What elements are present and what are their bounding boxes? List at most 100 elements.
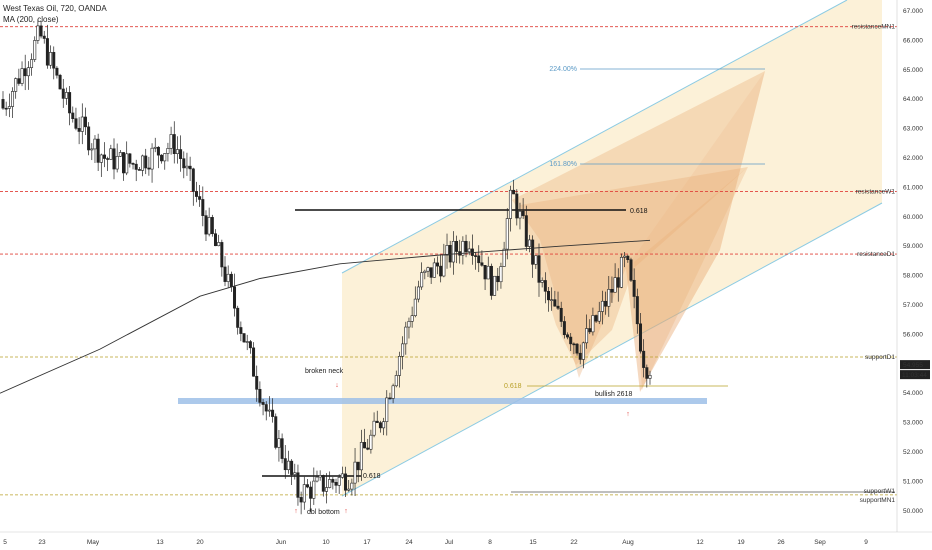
candle-body bbox=[226, 273, 230, 282]
candle-body bbox=[344, 473, 348, 491]
candle-body bbox=[432, 262, 436, 278]
ma-200-line bbox=[0, 239, 651, 394]
candle-body bbox=[74, 118, 78, 129]
candle-body bbox=[23, 68, 27, 77]
price-tags: 54.955 11:03:44 bbox=[900, 360, 930, 380]
price-tick-label: 57.000 bbox=[903, 302, 923, 309]
time-tick-label: Jul bbox=[445, 539, 454, 546]
candle-body bbox=[616, 277, 620, 288]
price-tick-label: 63.000 bbox=[903, 126, 923, 133]
price-tick-label: 61.000 bbox=[903, 184, 923, 191]
candle-body bbox=[496, 275, 500, 283]
harmonic-pattern-a bbox=[512, 71, 765, 378]
candle-body bbox=[166, 148, 170, 154]
candle-body bbox=[309, 486, 313, 499]
candle-body bbox=[233, 286, 237, 309]
candle-body bbox=[64, 92, 68, 99]
time-axis[interactable]: 5 23 May 13 20 Jun 10 17 24 Jul 8 15 22 Aug 12 19 26 Sep 9 bbox=[3, 539, 868, 546]
time-tick-label: 10 bbox=[322, 539, 330, 546]
candle-body bbox=[486, 265, 490, 280]
candle-body bbox=[77, 128, 81, 132]
candle-body bbox=[280, 438, 284, 459]
candle-body bbox=[575, 343, 579, 354]
candle-body bbox=[191, 168, 195, 192]
level-label: supportMN1 bbox=[860, 497, 896, 504]
candle-body bbox=[271, 409, 275, 417]
candle-body bbox=[198, 196, 202, 200]
candle-body bbox=[93, 138, 97, 150]
candle-body bbox=[397, 356, 401, 376]
candle-body bbox=[299, 497, 303, 503]
candle-body bbox=[242, 333, 246, 343]
candle-body bbox=[534, 255, 538, 265]
candle-body bbox=[125, 153, 129, 174]
candle-body bbox=[502, 248, 506, 267]
candle-body bbox=[36, 25, 40, 41]
candle-body bbox=[638, 323, 642, 352]
candle-body bbox=[201, 199, 205, 216]
candle-body bbox=[445, 245, 449, 256]
candle-body bbox=[359, 442, 363, 471]
candle-body bbox=[340, 473, 344, 478]
candle-body bbox=[194, 191, 198, 197]
candle-body bbox=[160, 154, 164, 162]
candle-body bbox=[515, 193, 519, 219]
candle-body bbox=[99, 154, 103, 163]
time-tick-label: 22 bbox=[570, 539, 578, 546]
candle-body bbox=[521, 210, 525, 216]
candle-body bbox=[236, 307, 240, 328]
candle-body bbox=[182, 158, 186, 169]
time-tick-label: May bbox=[87, 539, 100, 546]
candle-body bbox=[30, 59, 34, 68]
price-tick-label: 59.000 bbox=[903, 243, 923, 250]
level-label: resistanceD1 bbox=[857, 251, 895, 258]
candle-body bbox=[302, 484, 306, 503]
candle-body bbox=[141, 155, 145, 171]
candle-body bbox=[629, 259, 633, 281]
price-tick-label: 53.000 bbox=[903, 420, 923, 427]
indicator-label: MA (200, close) bbox=[3, 15, 59, 24]
candle-body bbox=[493, 275, 497, 296]
candle-body bbox=[4, 107, 8, 110]
candle-body bbox=[442, 254, 446, 277]
arrow-up-icon-3: ↑ bbox=[626, 411, 630, 418]
price-tick-label: 52.000 bbox=[903, 449, 923, 456]
arrow-down-icon: ↓ bbox=[335, 382, 339, 389]
candle-body bbox=[58, 74, 62, 90]
candle-body bbox=[356, 461, 360, 471]
candle-body bbox=[7, 106, 11, 109]
candle-body bbox=[33, 40, 37, 60]
candle-body bbox=[188, 165, 192, 170]
candle-body bbox=[134, 163, 138, 170]
level-label: resistanceW1 bbox=[856, 188, 896, 195]
candle-body bbox=[623, 255, 627, 258]
candle-body bbox=[255, 375, 259, 390]
candle-body bbox=[264, 404, 268, 412]
time-tick-label: Aug bbox=[622, 539, 634, 546]
candle-body bbox=[619, 257, 623, 288]
time-tick-label: Jun bbox=[276, 539, 287, 546]
time-tick-label: 19 bbox=[737, 539, 745, 546]
candle-body bbox=[448, 245, 452, 263]
candle-body bbox=[642, 350, 646, 368]
candle-body bbox=[613, 277, 617, 293]
candle-body bbox=[207, 217, 211, 235]
candle-body bbox=[553, 299, 557, 307]
level-label: resistanceMN1 bbox=[852, 24, 896, 31]
harmonic-pattern-d bbox=[634, 167, 748, 390]
candle-body bbox=[334, 482, 338, 486]
bullish-2618-label: bullish 2618 bbox=[595, 391, 632, 398]
candle-body bbox=[144, 155, 148, 169]
candle-body bbox=[131, 163, 135, 165]
candle-body bbox=[607, 289, 611, 307]
candle-body bbox=[477, 255, 481, 264]
price-tick-label: 64.000 bbox=[903, 96, 923, 103]
arrow-up-icon-1: ↑ bbox=[294, 508, 298, 515]
candle-body bbox=[556, 305, 560, 309]
candle-body bbox=[328, 479, 332, 488]
price-axis-bg bbox=[897, 0, 932, 532]
candle-body bbox=[49, 52, 53, 66]
arrow-up-icon-2: ↑ bbox=[344, 508, 348, 515]
candle-body bbox=[436, 262, 440, 267]
